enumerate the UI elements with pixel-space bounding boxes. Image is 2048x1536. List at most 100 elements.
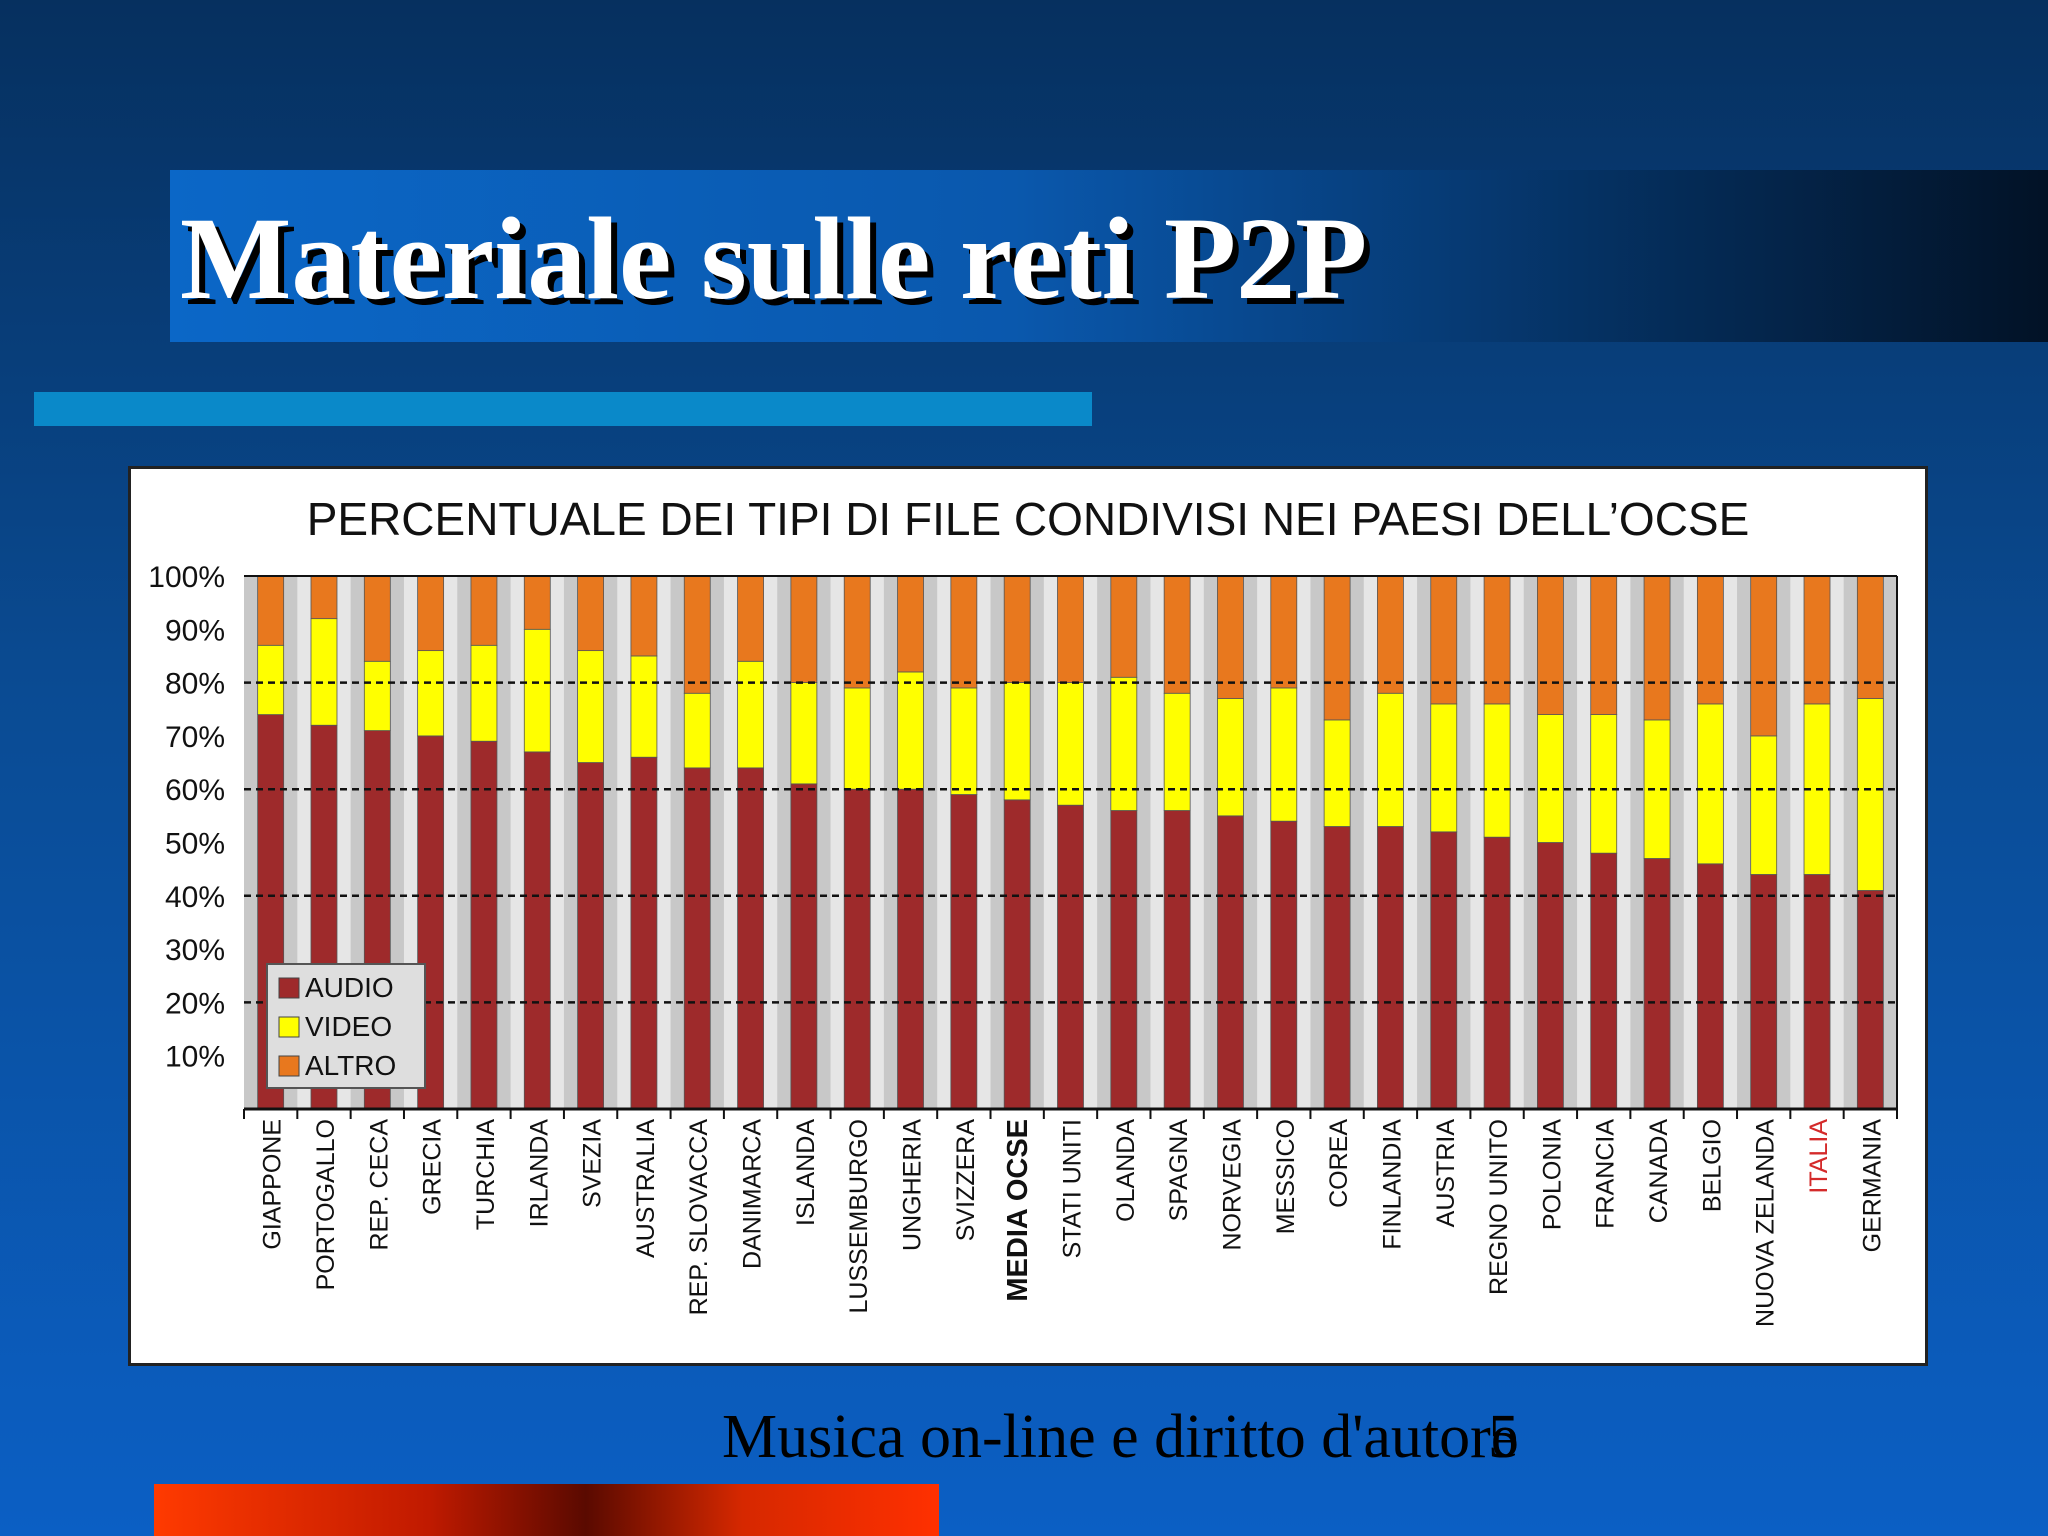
footer-text: Musica on-line e diritto d'autore (722, 1403, 1519, 1471)
bar-altro (1856, 575, 1884, 699)
bar-audio (630, 756, 658, 1110)
bar-altro (1217, 575, 1244, 699)
x-category-label: STATI UNITI (1059, 1119, 1087, 1258)
x-category-label: SPAGNA (1165, 1119, 1193, 1222)
bar-altro (1643, 575, 1671, 721)
x-category-label: FINLANDIA (1378, 1119, 1406, 1250)
x-category-label: REGNO UNITO (1485, 1119, 1513, 1295)
legend-label-altro: ALTRO (305, 1050, 396, 1081)
x-category-label: TURCHIA (472, 1119, 500, 1230)
x-category-label: ITALIA (1805, 1119, 1833, 1194)
x-category-label: MESSICO (1272, 1119, 1300, 1234)
chart-title: PERCENTUALE DEI TIPI DI FILE CONDIVISI N… (307, 493, 1750, 545)
bar-audio (1323, 826, 1351, 1110)
bar-audio (1696, 863, 1724, 1110)
bar-altro (523, 575, 551, 630)
bar-audio (523, 751, 551, 1110)
x-category-label: UNGHERIA (899, 1119, 927, 1251)
bar-audio (1590, 852, 1618, 1110)
footer-bar (154, 1484, 939, 1536)
bar-video (1323, 719, 1351, 827)
bar-video (1057, 682, 1084, 806)
bar-video (950, 687, 978, 795)
bar-altro (630, 575, 658, 657)
bar-video (1377, 692, 1404, 827)
x-category-label: IRLANDA (525, 1119, 553, 1228)
bar-altro (310, 575, 338, 620)
bar-video (577, 650, 604, 763)
bar-altro (843, 575, 871, 689)
bar-video (1217, 698, 1244, 817)
chart-panel: PERCENTUALE DEI TIPI DI FILE CONDIVISI N… (128, 466, 1928, 1366)
x-category-label: NUOVA ZELANDA (1752, 1119, 1780, 1327)
bar-video (1483, 703, 1511, 838)
bar-audio (950, 794, 978, 1110)
bar-video (1270, 687, 1298, 822)
bar-altro (897, 575, 924, 673)
bar-audio (1003, 799, 1031, 1110)
bar-video (683, 692, 711, 769)
x-category-label: OLANDA (1112, 1119, 1140, 1222)
legend-label-video: VIDEO (305, 1011, 392, 1042)
bar-video (1003, 682, 1031, 801)
bar-altro (363, 575, 391, 662)
bar-video (897, 671, 924, 790)
bar-video (310, 618, 338, 726)
x-category-label: REP. SLOVACCA (685, 1119, 713, 1316)
x-category-label: BELGIO (1698, 1119, 1726, 1212)
y-tick-label: 50% (165, 828, 225, 861)
bar-audio (1377, 826, 1404, 1110)
x-category-label: GIAPPONE (259, 1119, 287, 1250)
x-category-label: SVIZZERA (952, 1119, 980, 1242)
x-category-label: MEDIA OCSE (1002, 1119, 1034, 1302)
bar-audio (1217, 815, 1244, 1110)
x-category-label: CANADA (1645, 1119, 1673, 1224)
bar-altro (1323, 575, 1351, 721)
bar-video (470, 644, 498, 742)
bar-audio (1856, 890, 1884, 1110)
y-tick-label: 80% (165, 668, 225, 701)
bar-audio (1803, 874, 1831, 1110)
title-band (170, 170, 2048, 342)
bar-audio (1057, 804, 1084, 1110)
bar-altro (1163, 575, 1191, 694)
bar-audio (790, 783, 818, 1110)
x-category-label: DANIMARCA (739, 1119, 767, 1269)
legend-swatch-video (278, 1016, 300, 1038)
bar-audio (683, 767, 711, 1110)
bar-altro (1377, 575, 1404, 694)
x-category-label: ISLANDA (792, 1119, 820, 1226)
y-tick-label: 70% (165, 721, 225, 754)
bar-altro (950, 575, 978, 689)
bar-audio (1270, 820, 1298, 1110)
bar-audio (1110, 810, 1138, 1110)
bar-altro (1750, 575, 1778, 737)
bar-video (1856, 698, 1884, 891)
legend-swatch-audio (278, 977, 300, 999)
bar-video (1163, 692, 1191, 811)
bar-altro (1483, 575, 1511, 705)
bar-altro (683, 575, 711, 694)
accent-bar (34, 392, 1092, 426)
x-category-label: LUSSEMBURGO (845, 1119, 873, 1313)
bar-video (790, 682, 818, 785)
y-tick-label: 10% (165, 1041, 225, 1074)
bar-altro (417, 575, 445, 652)
bar-altro (1696, 575, 1724, 705)
bar-video (1110, 676, 1138, 811)
bar-video (257, 644, 285, 715)
legend-label-audio: AUDIO (305, 972, 394, 1003)
bar-altro (1003, 575, 1031, 683)
x-category-label: COREA (1325, 1119, 1353, 1208)
bar-altro (470, 575, 498, 646)
bar-video (1750, 735, 1778, 875)
bar-audio (1537, 842, 1564, 1110)
stacked-bar-chart: PERCENTUALE DEI TIPI DI FILE CONDIVISI N… (148, 493, 1898, 1327)
bar-altro (1270, 575, 1298, 689)
slide-title: Materiale sulle reti P2P (180, 193, 1368, 324)
bar-video (1590, 714, 1618, 854)
bar-video (1430, 703, 1458, 833)
x-category-label: NORVEGIA (1218, 1119, 1246, 1251)
x-category-label: AUSTRIA (1432, 1119, 1460, 1228)
bar-audio (1163, 810, 1191, 1110)
